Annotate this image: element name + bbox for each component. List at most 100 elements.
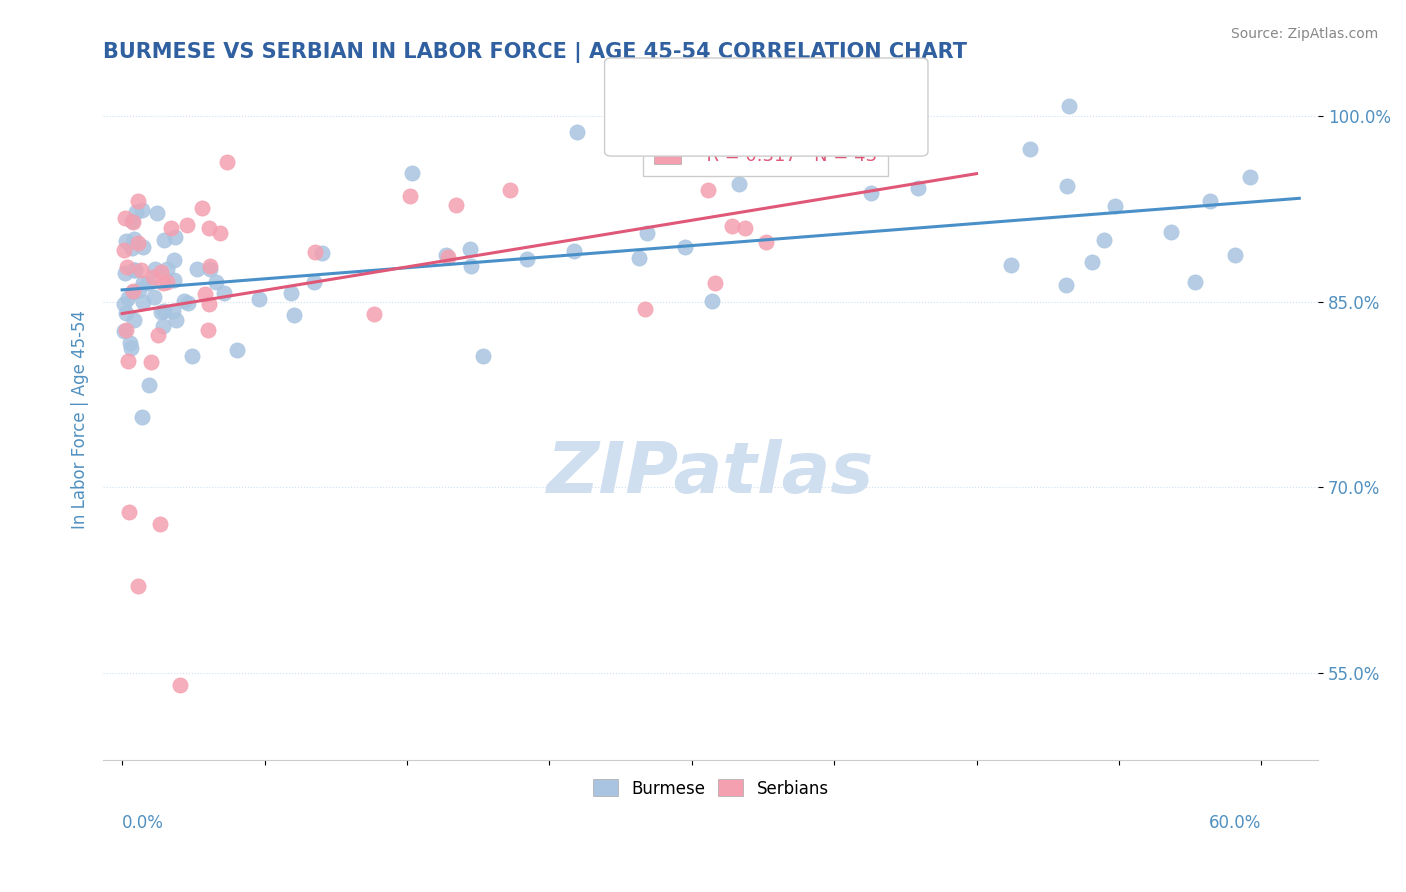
Point <box>1198 194 1220 208</box>
Point <box>173 293 195 308</box>
Text: 0.0%: 0.0% <box>122 814 165 832</box>
Point <box>152 276 174 290</box>
Point <box>209 226 232 240</box>
Point <box>117 291 139 305</box>
Point <box>153 234 176 248</box>
Point <box>197 322 219 336</box>
Point <box>673 240 696 254</box>
Point <box>143 291 166 305</box>
Point <box>304 245 326 260</box>
Point <box>149 517 172 532</box>
Point <box>1092 233 1115 247</box>
Point <box>460 259 482 273</box>
Point <box>122 231 145 245</box>
Point <box>1018 142 1040 156</box>
Point <box>169 678 191 692</box>
Point <box>1184 275 1206 289</box>
Point <box>1160 225 1182 239</box>
Point <box>205 275 228 289</box>
Point <box>131 203 153 218</box>
Point <box>215 155 238 169</box>
Point <box>127 194 149 208</box>
Point <box>121 241 143 255</box>
Point <box>311 246 333 260</box>
Point <box>160 221 183 235</box>
Point <box>112 324 135 338</box>
Point <box>212 285 235 300</box>
Point <box>1054 277 1077 292</box>
Point <box>121 215 143 229</box>
Point <box>122 313 145 327</box>
Point <box>156 275 179 289</box>
Point <box>565 124 588 138</box>
Point <box>115 305 138 319</box>
Point <box>1057 99 1080 113</box>
Point <box>1239 170 1261 185</box>
Point <box>247 292 270 306</box>
Text: Source: ZipAtlas.com: Source: ZipAtlas.com <box>1230 27 1378 41</box>
Point <box>152 318 174 333</box>
Point <box>122 284 145 298</box>
Point <box>112 244 135 258</box>
Point <box>198 260 221 274</box>
Point <box>1104 199 1126 213</box>
Point <box>444 198 467 212</box>
Point <box>150 304 173 318</box>
Point <box>754 235 776 249</box>
Point <box>112 297 135 311</box>
Point <box>139 355 162 369</box>
Point <box>121 285 143 299</box>
Text: BURMESE VS SERBIAN IN LABOR FORCE | AGE 45-54 CORRELATION CHART: BURMESE VS SERBIAN IN LABOR FORCE | AGE … <box>103 42 967 62</box>
Point <box>1056 179 1078 194</box>
Point <box>471 349 494 363</box>
Point <box>114 265 136 279</box>
Point <box>907 180 929 194</box>
Point <box>1225 247 1247 261</box>
Point <box>115 260 138 275</box>
Point <box>163 252 186 267</box>
Point <box>162 304 184 318</box>
Point <box>434 248 457 262</box>
Point <box>165 312 187 326</box>
Point <box>499 184 522 198</box>
Point <box>696 153 718 168</box>
Point <box>697 183 720 197</box>
Point <box>114 323 136 337</box>
Point <box>146 206 169 220</box>
Point <box>186 261 208 276</box>
Point <box>124 263 146 277</box>
Point <box>181 349 204 363</box>
Point <box>121 214 143 228</box>
Point <box>225 343 247 358</box>
Legend: Burmese, Serbians: Burmese, Serbians <box>585 771 837 805</box>
Point <box>564 244 586 258</box>
Point <box>136 276 159 290</box>
Point <box>177 296 200 310</box>
Point <box>1081 255 1104 269</box>
Point <box>191 201 214 215</box>
Point <box>138 378 160 392</box>
Point <box>283 309 305 323</box>
Point <box>437 250 460 264</box>
Point <box>153 303 176 318</box>
Point <box>118 505 141 519</box>
Point <box>132 240 155 254</box>
Point <box>132 295 155 310</box>
Point <box>704 276 727 290</box>
Point <box>197 297 219 311</box>
Point <box>150 265 173 279</box>
Point <box>302 275 325 289</box>
Point <box>627 251 650 265</box>
Point <box>700 293 723 308</box>
Point <box>280 285 302 300</box>
Text: ZIPatlas: ZIPatlas <box>547 439 875 508</box>
Point <box>1000 258 1022 272</box>
Point <box>458 242 481 256</box>
Point <box>118 336 141 351</box>
Point <box>156 262 179 277</box>
Point <box>117 354 139 368</box>
Point <box>636 226 658 240</box>
Point <box>198 262 221 277</box>
Point <box>128 283 150 297</box>
Point <box>120 341 142 355</box>
